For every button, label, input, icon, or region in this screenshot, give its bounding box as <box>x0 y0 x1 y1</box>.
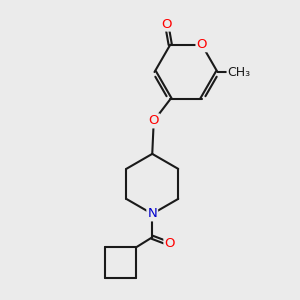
Text: O: O <box>148 114 159 128</box>
Text: CH₃: CH₃ <box>227 65 251 79</box>
Text: N: N <box>147 207 157 220</box>
Text: O: O <box>164 237 175 250</box>
Text: O: O <box>161 17 172 31</box>
Text: O: O <box>196 38 207 51</box>
